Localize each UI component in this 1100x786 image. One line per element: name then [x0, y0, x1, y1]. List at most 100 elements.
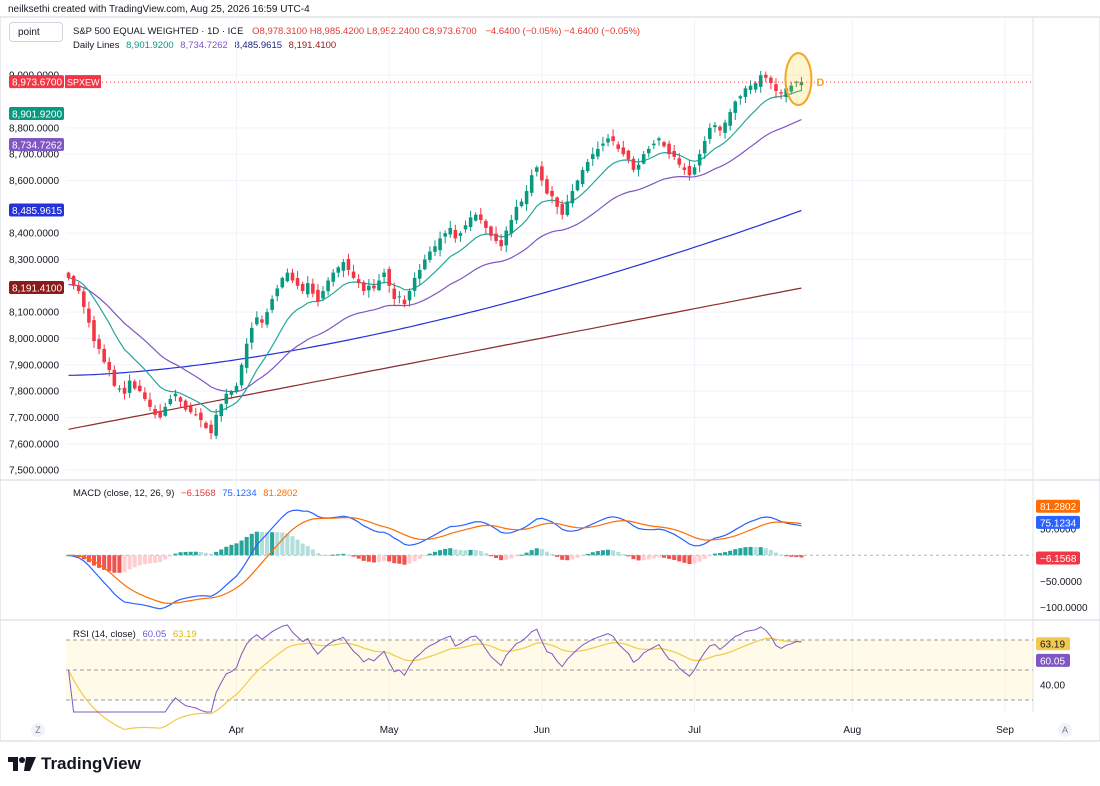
macd-hist-bar	[621, 554, 626, 556]
candle-body	[127, 380, 132, 393]
candle-body	[275, 288, 279, 297]
macd-hist-bar	[677, 555, 682, 562]
candle-body	[219, 404, 224, 417]
ma200-value: 8,191.4100	[288, 40, 337, 51]
candle-body	[519, 201, 524, 207]
candle-body	[168, 399, 173, 405]
macd-hist-bar	[320, 554, 326, 556]
candle-body	[260, 319, 264, 323]
candle-body	[417, 270, 422, 279]
macd-hist-bar	[504, 555, 509, 560]
macd-hist-bar	[376, 555, 382, 563]
macd-hist-bar	[585, 553, 590, 556]
candle-body	[387, 269, 391, 286]
rsi-ma-value: 63.19	[172, 629, 197, 640]
zoom-reset-button[interactable]: Z	[31, 723, 45, 737]
candle-body	[672, 150, 676, 157]
macd-hist-bar	[280, 532, 285, 556]
auto-scale-button[interactable]: A	[1058, 723, 1072, 737]
macd-hist-bar	[555, 555, 560, 557]
candle-body	[779, 92, 783, 94]
candle-body	[255, 317, 259, 325]
candle-body	[774, 84, 778, 91]
candle-body	[132, 381, 137, 389]
candle-body	[565, 201, 570, 216]
candle-body	[143, 392, 147, 400]
candle-body	[514, 206, 519, 221]
macd-hist-bar	[91, 555, 97, 566]
candle-body	[112, 369, 117, 386]
x-tick-label: Apr	[229, 725, 245, 736]
symbol-title[interactable]: S&P 500 EQUAL WEIGHTED · 1D · ICE	[73, 26, 244, 37]
candle-body	[575, 180, 580, 191]
macd-hist-bar	[565, 555, 570, 561]
candle-body	[646, 148, 651, 154]
y-tick-label: 7,900.0000	[9, 360, 59, 371]
price-tag-label: 8,485.9615	[12, 206, 62, 217]
brand-name: TradingView	[41, 754, 141, 773]
candle-body	[713, 125, 717, 128]
macd-hist-bar	[264, 532, 270, 556]
macd-label[interactable]: MACD (close, 12, 26, 9)	[73, 488, 175, 499]
y-tick-label: 8,600.0000	[9, 176, 59, 187]
macd-hist-bar	[417, 555, 422, 559]
candle-body	[733, 101, 738, 113]
candle-body	[71, 276, 76, 286]
price-tag-label: 8,901.9200	[12, 109, 62, 120]
macd-hist-bar	[550, 553, 555, 556]
macd-hist-bar	[524, 552, 529, 556]
change-values: −4.6400 (−0.05%) −4.6400 (−0.05%)	[485, 26, 641, 37]
macd-hist-bar	[651, 555, 656, 559]
rsi-legend: RSI (14, close) 60.05 63.19	[73, 629, 197, 640]
candle-body	[499, 240, 503, 247]
rsi-value-tag	[1036, 653, 1070, 667]
candle-body	[718, 126, 722, 131]
candle-body	[468, 217, 473, 228]
rsi-label[interactable]: RSI (14, close)	[73, 629, 136, 640]
macd-legend: MACD (close, 12, 26, 9) −6.1568 75.1234 …	[73, 488, 298, 499]
y-tick-label: 7,600.0000	[9, 439, 59, 450]
candle-body	[764, 74, 768, 78]
macd-hist-bar	[397, 555, 402, 564]
price-tag	[9, 281, 64, 295]
candle-body	[346, 258, 351, 270]
macd-hist-bar	[147, 555, 153, 564]
candle-body	[423, 259, 427, 270]
candle-body	[560, 204, 565, 215]
macd-hist-bar	[234, 543, 239, 556]
macd-value-tag	[1036, 515, 1080, 529]
rsi-value-tag-label: 60.05	[1040, 656, 1065, 667]
candle-body	[453, 229, 458, 239]
rsi-value-tag-label: 63.19	[1040, 640, 1065, 651]
macd-hist-bar	[443, 548, 448, 556]
symbol-tag	[65, 75, 101, 89]
macd-hist-bar	[427, 553, 432, 556]
x-tick-label: May	[380, 725, 399, 736]
candle-body	[504, 230, 509, 246]
candle-body	[580, 169, 585, 185]
macd-hist-bar	[178, 552, 183, 556]
candle-body	[66, 272, 71, 278]
candle-body	[148, 399, 152, 407]
candle-body	[555, 197, 559, 207]
candle-body	[285, 272, 290, 282]
macd-hist-bar	[661, 555, 667, 558]
candle-body	[82, 291, 86, 307]
price-tag-label: 8,191.4100	[12, 284, 62, 295]
macd-hist-bar	[249, 533, 254, 556]
candle-body	[158, 410, 162, 418]
ma-label[interactable]: Daily Lines	[73, 40, 120, 51]
macd-hist-bar	[341, 553, 346, 556]
macd-hist-bar	[753, 547, 758, 556]
candle-body	[738, 96, 743, 99]
macd-hist-bar	[407, 555, 412, 564]
symbol-search-button[interactable]: point	[9, 22, 63, 42]
candle-body	[433, 246, 437, 252]
macd-hist-bar	[310, 549, 315, 556]
macd-hist-bar	[361, 555, 366, 561]
macd-hist-bar	[142, 555, 147, 565]
macd-hist-bar	[97, 555, 102, 568]
candle-body	[331, 272, 335, 282]
macd-hist-bar	[168, 555, 173, 557]
